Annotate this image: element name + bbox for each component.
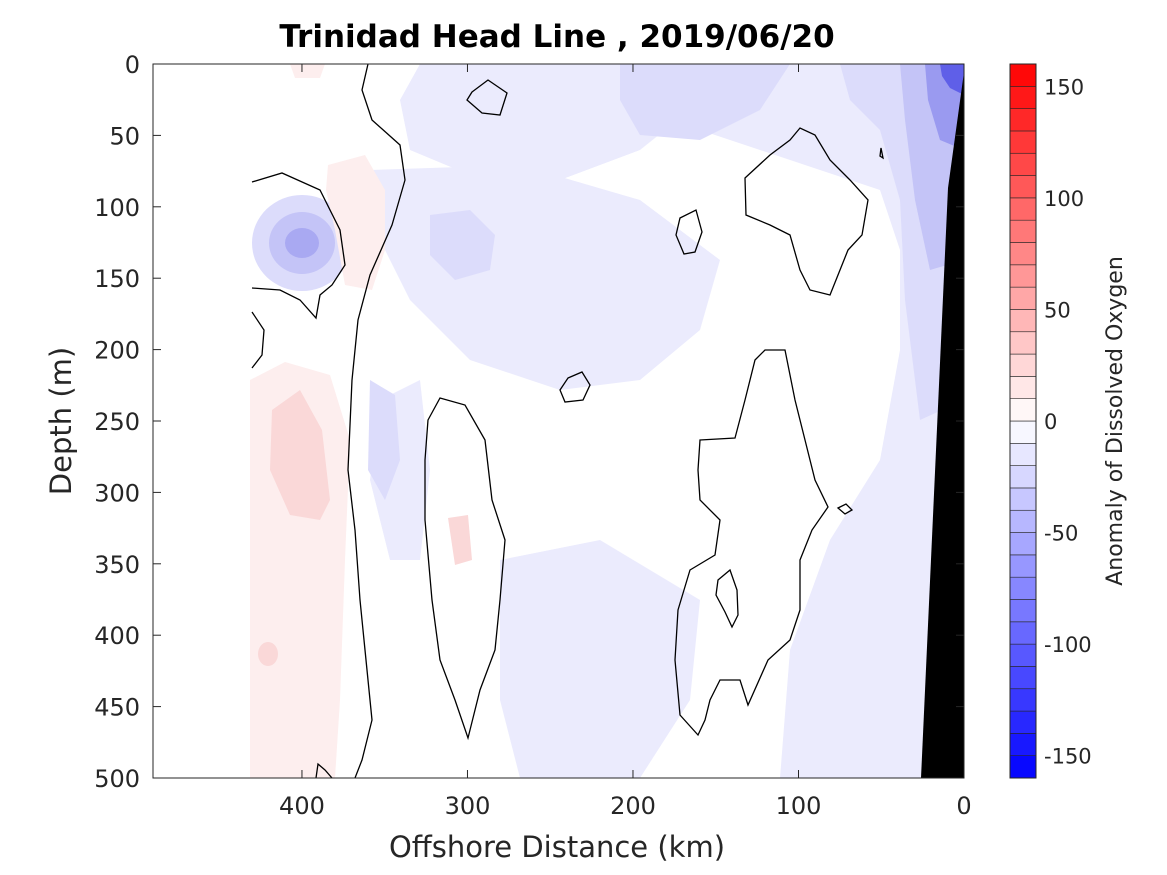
- colorbar-tick-label: -100: [1044, 633, 1092, 657]
- colorbar-segment: [1009, 599, 1037, 623]
- y-tick-label: 100: [94, 194, 140, 222]
- x-tick-label: 0: [956, 792, 971, 820]
- y-tick-label: 350: [94, 551, 140, 579]
- positive-region-offshore-core: [270, 390, 330, 520]
- colorbar-segment: [1009, 130, 1037, 154]
- positive-region-deep-patch: [448, 515, 472, 565]
- colorbar-segment: [1009, 576, 1037, 600]
- weak-negative-region-nearshore: [640, 64, 964, 778]
- negative-region-top-right: [620, 64, 790, 140]
- y-tick-label: 50: [109, 122, 140, 150]
- x-axis-ticks: 400 300 200 100 0: [279, 64, 972, 820]
- colorbar-segment: [1009, 487, 1037, 511]
- zero-contour-line: [559, 371, 591, 403]
- zero-contour-line: [879, 147, 884, 160]
- seafloor-mask: [921, 72, 964, 778]
- colorbar-segment: [1009, 242, 1037, 266]
- x-tick-label: 200: [610, 792, 656, 820]
- colorbar-tick-label: 0: [1044, 410, 1057, 434]
- colorbar-tick-label: 50: [1044, 298, 1071, 322]
- colorbar-segment: [1009, 398, 1037, 422]
- y-tick-label: 400: [94, 622, 140, 650]
- colorbar-segment: [1009, 710, 1037, 734]
- zero-contour-line: [315, 762, 333, 778]
- colorbar-label: Anomaly of Dissolved Oxygen: [1103, 256, 1128, 586]
- colorbar-segment: [1009, 688, 1037, 712]
- zero-contour-line: [251, 172, 346, 320]
- colorbar-segment: [1009, 643, 1037, 667]
- colorbar-segment: [1009, 443, 1037, 466]
- zero-contour-line: [674, 349, 829, 737]
- colorbar-tick-label: -50: [1044, 522, 1078, 546]
- anomaly-fields: [250, 64, 964, 778]
- colorbar-segment: [1009, 509, 1037, 533]
- colorbar-tick-label: 100: [1044, 187, 1084, 211]
- colorbar-segment: [1009, 197, 1037, 221]
- zero-contour-line: [744, 127, 869, 296]
- x-tick-label: 100: [776, 792, 822, 820]
- colorbar-segment: [1009, 420, 1037, 444]
- x-tick-label: 400: [279, 792, 325, 820]
- y-tick-label: 0: [125, 51, 140, 79]
- colorbar: [1009, 63, 1037, 779]
- colorbar-segment: [1009, 733, 1037, 756]
- zero-contour-line: [675, 209, 703, 255]
- y-tick-label: 300: [94, 479, 140, 507]
- positive-region-upper: [326, 155, 385, 290]
- y-axis-label: Depth (m): [44, 347, 78, 495]
- chart-title: Trinidad Head Line , 2019/06/20: [279, 19, 834, 55]
- colorbar-segment: [1009, 309, 1037, 333]
- positive-region-small-deep: [258, 642, 278, 666]
- zero-contour-line: [347, 64, 406, 778]
- colorbar-tick-label: 150: [1044, 75, 1084, 99]
- colorbar-segment: [1009, 353, 1037, 377]
- axes: 400 300 200 100 0 0 50 100 150 200 250 300 350 400 45…: [94, 51, 971, 820]
- negative-eddy-core: [285, 228, 319, 258]
- zero-contour-line: [836, 503, 854, 515]
- y-tick-label: 150: [94, 265, 140, 293]
- colorbar-ticks: 150 100 50 0 -50 -100 -150: [1044, 75, 1092, 768]
- y-axis-ticks: 0 50 100 150 200 250 300 350 400 450 500: [94, 51, 964, 793]
- colorbar-segment: [1009, 219, 1037, 243]
- y-tick-label: 500: [94, 765, 140, 793]
- positive-region-top: [290, 64, 325, 78]
- colorbar-segment: [1009, 554, 1037, 578]
- colorbar-segment: [1009, 86, 1037, 109]
- x-tick-label: 300: [445, 792, 491, 820]
- colorbar-segment: [1009, 264, 1037, 288]
- zero-contours: [251, 64, 884, 778]
- colorbar-segment: [1009, 152, 1037, 176]
- colorbar-segment: [1009, 286, 1037, 310]
- colorbar-frame: [1009, 63, 1037, 779]
- zero-contour-line: [466, 79, 508, 116]
- colorbar-segment: [1009, 465, 1037, 489]
- colorbar-segment: [1009, 532, 1037, 556]
- colorbar-segment: [1009, 755, 1037, 779]
- y-tick-label: 200: [94, 337, 140, 365]
- zero-contour-line: [715, 568, 739, 629]
- colorbar-segment: [1009, 376, 1037, 399]
- colorbar-segment: [1009, 63, 1037, 87]
- colorbar-segment: [1009, 621, 1037, 645]
- x-axis-label: Offshore Distance (km): [389, 830, 725, 864]
- colorbar-segment: [1009, 666, 1037, 690]
- negative-region-column-offshore: [368, 380, 400, 500]
- zero-contour-line: [251, 311, 265, 369]
- colorbar-segment: [1009, 108, 1037, 132]
- zero-contour-line: [424, 397, 506, 741]
- negative-region-coastal-max: [940, 64, 964, 95]
- colorbar-tick-label: -150: [1044, 745, 1092, 769]
- y-tick-label: 250: [94, 408, 140, 436]
- colorbar-segment: [1009, 331, 1037, 355]
- colorbar-segment: [1009, 175, 1037, 199]
- weak-negative-region-deep: [500, 540, 700, 778]
- y-tick-label: 450: [94, 694, 140, 722]
- negative-region-mid-patch: [430, 210, 495, 280]
